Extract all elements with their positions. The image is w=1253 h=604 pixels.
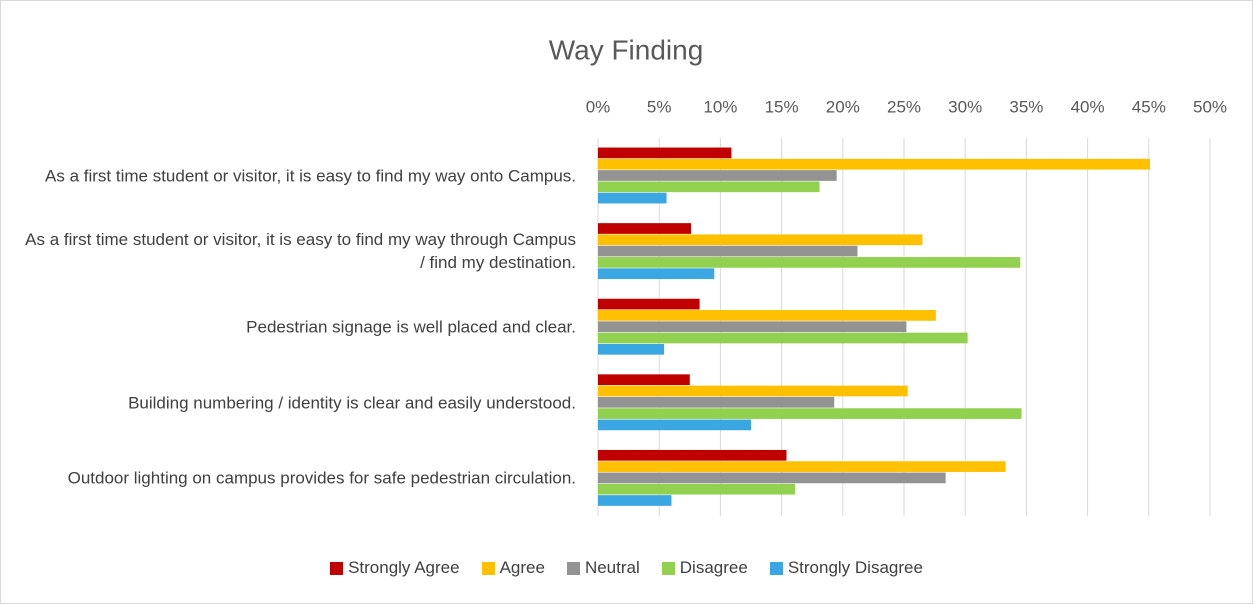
bar — [598, 158, 1151, 170]
legend-label: Strongly Disagree — [787, 558, 923, 577]
x-tick-label: 0% — [586, 97, 611, 116]
category-label: As a first time student or visitor, it i… — [45, 166, 576, 186]
bar — [598, 332, 968, 344]
legend-item: Disagree — [661, 558, 748, 578]
legend-label: Neutral — [584, 558, 640, 577]
category-label: Pedestrian signage is well placed and cl… — [246, 317, 576, 337]
bar — [598, 234, 923, 246]
bar — [598, 461, 1006, 472]
legend-label: Disagree — [679, 558, 748, 577]
bar — [598, 310, 936, 321]
bar — [598, 192, 667, 204]
x-tick-label: 40% — [1071, 97, 1105, 116]
chart-title: Way Finding — [549, 34, 704, 65]
bar — [598, 483, 796, 495]
bar — [598, 374, 690, 386]
bar — [598, 408, 1022, 419]
bar — [598, 147, 732, 159]
legend-swatch — [769, 561, 783, 575]
x-tick-label: 5% — [647, 97, 672, 116]
legend-item: Strongly Disagree — [769, 558, 923, 578]
bar — [598, 472, 946, 484]
x-tick-label: 35% — [1009, 97, 1043, 116]
x-tick-label: 30% — [948, 97, 982, 116]
x-tick-label: 50% — [1193, 97, 1227, 116]
bar — [598, 223, 692, 234]
legend-item: Neutral — [566, 558, 640, 578]
legend-item: Strongly Agree — [330, 558, 460, 578]
bar — [598, 495, 672, 506]
legend-swatch — [661, 561, 675, 575]
legend-swatch — [566, 561, 580, 575]
bar — [598, 343, 665, 355]
bar — [598, 268, 715, 280]
legend-label: Agree — [499, 558, 545, 577]
bar — [598, 419, 751, 431]
bar — [598, 170, 837, 181]
category-label: Building numbering / identity is clear a… — [128, 393, 576, 413]
x-tick-label: 10% — [703, 97, 737, 116]
bar — [598, 181, 820, 193]
bar — [598, 298, 700, 310]
legend-label: Strongly Agree — [348, 558, 460, 577]
legend-swatch — [481, 561, 495, 575]
legend-swatch — [330, 561, 344, 575]
bar — [598, 245, 858, 257]
bar — [598, 321, 907, 333]
x-tick-label: 15% — [765, 97, 799, 116]
bar — [598, 449, 787, 461]
legend: Strongly Agree Agree Neutral Disagree Strong… — [0, 558, 1253, 578]
bar — [598, 257, 1021, 268]
x-tick-label: 20% — [826, 97, 860, 116]
bar — [598, 396, 835, 408]
legend-item: Agree — [481, 558, 545, 578]
x-tick-label: 45% — [1132, 97, 1166, 116]
category-label: As a first time student or visitor, it i… — [25, 230, 576, 273]
category-label: Outdoor lighting on campus provides for … — [67, 468, 576, 488]
bar — [598, 385, 908, 397]
x-tick-label: 25% — [887, 97, 921, 116]
